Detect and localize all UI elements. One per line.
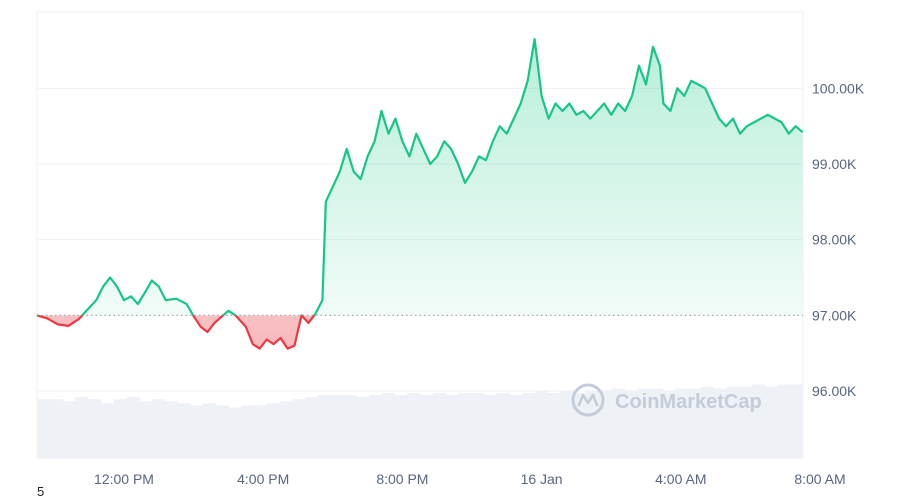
x-tick-label: 8:00 PM xyxy=(376,471,428,487)
price-area xyxy=(37,39,803,349)
volume-bar xyxy=(777,384,791,458)
y-axis-labels: 96.00K 97.00K 98.00K 99.00K 100.00K xyxy=(812,80,865,399)
volume-bar xyxy=(509,395,523,458)
volume-bar xyxy=(688,388,702,458)
volume-bar xyxy=(739,386,753,458)
volume-bar xyxy=(407,392,421,458)
volume-bar xyxy=(317,395,332,458)
volume-bar xyxy=(611,388,625,458)
volume-bars xyxy=(37,384,804,458)
volume-bar xyxy=(190,405,204,458)
y-tick-label: 100.00K xyxy=(812,80,865,96)
volume-bar xyxy=(37,399,51,458)
volume-bar xyxy=(305,397,319,458)
watermark-text: CoinMarketCap xyxy=(615,391,762,413)
volume-bar xyxy=(496,392,510,458)
volume-bar xyxy=(62,401,76,458)
volume-bar xyxy=(483,395,498,458)
volume-bar xyxy=(522,392,536,458)
volume-bar xyxy=(649,388,664,458)
y-tick-label: 99.00K xyxy=(812,156,857,172)
volume-bar xyxy=(228,407,242,458)
volume-bar xyxy=(726,386,740,458)
volume-bar xyxy=(164,401,178,458)
volume-bar xyxy=(675,388,689,458)
footnote: 5 xyxy=(37,484,45,499)
volume-bar xyxy=(458,392,472,458)
volume-bar xyxy=(100,403,115,458)
x-tick-label: 8:00 AM xyxy=(794,471,845,487)
volume-bar xyxy=(177,403,191,458)
x-axis-labels: 12:00 PM 4:00 PM 8:00 PM 16 Jan 4:00 AM 8:00 … xyxy=(94,471,846,487)
area-above-baseline xyxy=(37,39,803,316)
volume-bar xyxy=(139,401,153,458)
volume-bar xyxy=(445,395,459,458)
volume-bar xyxy=(547,392,561,458)
volume-bar xyxy=(534,390,549,458)
coinmarketcap-logo-icon xyxy=(571,383,605,417)
volume-bar xyxy=(330,395,344,458)
x-tick-label: 16 Jan xyxy=(521,471,563,487)
volume-bar xyxy=(202,403,217,458)
price-line-up xyxy=(36,38,804,316)
x-tick-label: 4:00 AM xyxy=(655,471,706,487)
volume-bar xyxy=(751,384,766,458)
volume-bar xyxy=(700,386,715,458)
volume-bar xyxy=(420,395,434,458)
volume-bar xyxy=(637,388,651,458)
y-tick-label: 98.00K xyxy=(812,232,857,248)
volume-bar xyxy=(151,399,166,458)
volume-bar xyxy=(394,395,408,458)
volume-bar xyxy=(560,390,574,458)
price-line xyxy=(36,38,804,350)
volume-bar xyxy=(254,405,268,458)
volume-bar xyxy=(88,399,102,458)
volume-bar xyxy=(381,392,395,458)
volume-bar xyxy=(598,390,612,458)
volume-bar xyxy=(215,405,229,458)
volume-bar xyxy=(764,386,778,458)
volume-bar xyxy=(292,399,306,458)
volume-bar xyxy=(113,399,127,458)
y-tick-label: 96.00K xyxy=(812,383,857,399)
volume-bar xyxy=(624,390,638,458)
volume-bar xyxy=(266,403,281,458)
coinmarketcap-logo-mark xyxy=(577,393,599,407)
y-tick-label: 97.00K xyxy=(812,307,857,323)
volume-bar xyxy=(585,390,600,458)
volume-bar xyxy=(471,392,485,458)
volume-bar xyxy=(790,384,804,458)
volume-bar xyxy=(713,388,727,458)
volume-bar xyxy=(241,405,255,458)
x-tick-label: 4:00 PM xyxy=(237,471,289,487)
volume-bar xyxy=(356,397,370,458)
coinmarketcap-watermark: CoinMarketCap xyxy=(571,383,762,417)
x-tick-label: 12:00 PM xyxy=(94,471,154,487)
volume-bar xyxy=(49,399,64,458)
volume-bar xyxy=(662,390,676,458)
volume-bar xyxy=(126,397,140,458)
volume-bar xyxy=(75,397,89,458)
volume-bar xyxy=(343,395,357,458)
volume-bar xyxy=(279,401,293,458)
volume-bar xyxy=(368,395,383,458)
volume-bar xyxy=(432,392,447,458)
